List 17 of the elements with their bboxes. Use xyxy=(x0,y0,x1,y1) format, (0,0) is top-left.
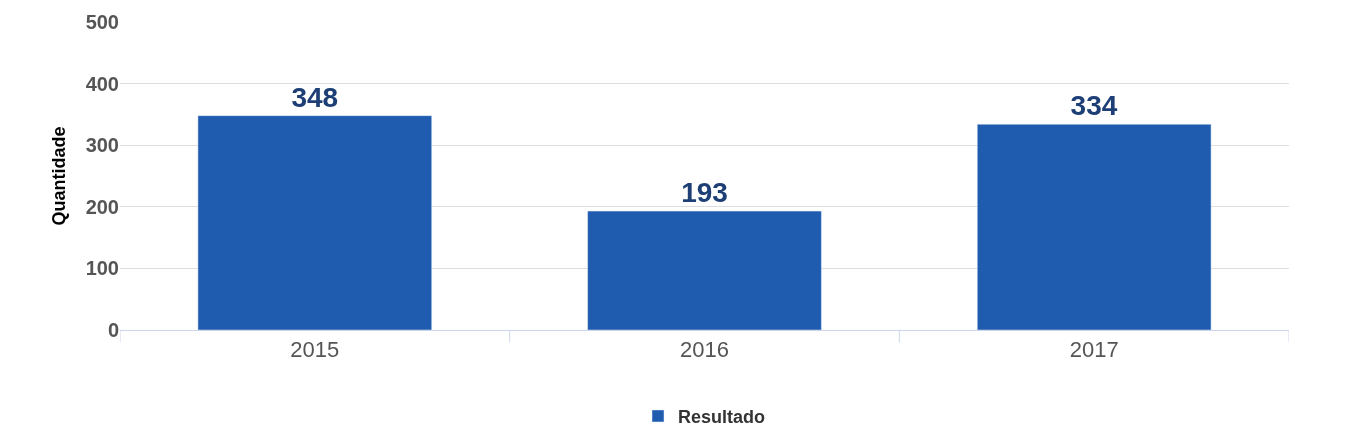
bar xyxy=(977,124,1212,330)
data-label: 193 xyxy=(681,177,728,209)
bar xyxy=(197,115,432,330)
y-tick-label: 0 xyxy=(107,319,119,341)
y-tick-label: 200 xyxy=(85,195,119,218)
data-label: 348 xyxy=(291,81,339,113)
bar xyxy=(587,210,822,330)
y-tick-label: 300 xyxy=(85,134,119,157)
y-axis-title: Quantidade xyxy=(48,126,69,226)
x-tick-label: 2017 xyxy=(1069,337,1119,363)
x-tick-label: 2015 xyxy=(290,337,340,363)
y-tick-label: 500 xyxy=(85,11,119,33)
y-tick-label: 100 xyxy=(85,257,119,280)
data-label: 334 xyxy=(1070,90,1118,122)
x-tick-label: 2016 xyxy=(680,337,729,363)
legend-label: Resultado xyxy=(678,406,766,427)
y-tick-label: 400 xyxy=(85,72,119,95)
